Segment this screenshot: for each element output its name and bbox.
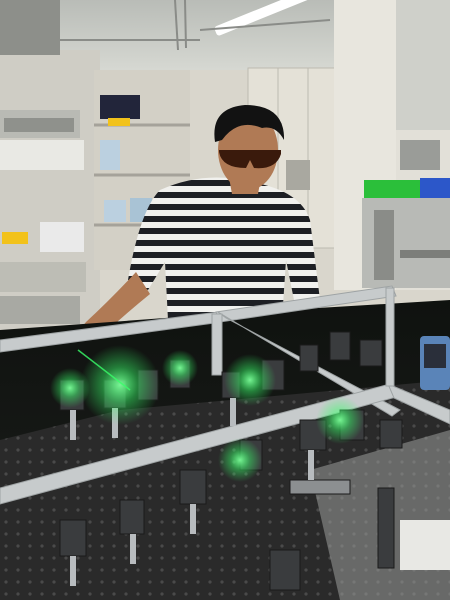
goggles-icon: [219, 150, 281, 169]
right-instrument: [400, 336, 450, 570]
ceiling-cables: [60, 0, 331, 51]
laser-beam: [50, 345, 364, 482]
optical-table: [0, 285, 450, 600]
shirt: [128, 177, 320, 320]
ceiling-light: [214, 0, 310, 36]
yellow-item: [108, 118, 130, 126]
green-tray: [364, 180, 422, 200]
blue-tray: [420, 178, 450, 200]
right-equipment: [362, 140, 450, 288]
yellow-tools: [2, 232, 28, 244]
hair: [214, 105, 285, 142]
